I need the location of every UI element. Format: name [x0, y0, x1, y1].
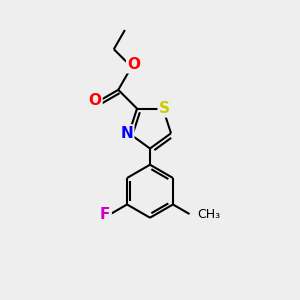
Text: N: N: [120, 126, 133, 141]
Text: F: F: [100, 206, 110, 221]
Text: CH₃: CH₃: [197, 208, 220, 220]
Text: O: O: [88, 93, 101, 108]
Text: S: S: [159, 101, 170, 116]
Text: O: O: [128, 57, 140, 72]
